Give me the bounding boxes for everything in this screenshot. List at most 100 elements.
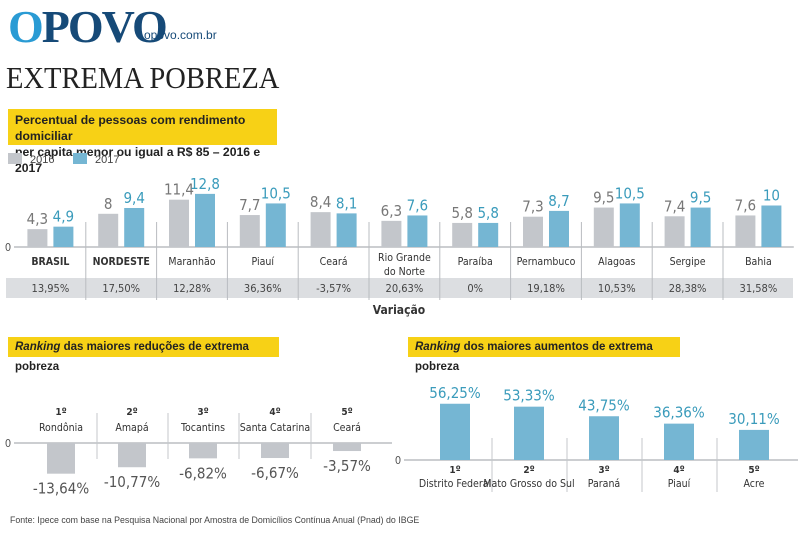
bar-increase	[589, 416, 619, 460]
rank-label: 5º	[748, 465, 759, 476]
rank-label: 5º	[341, 407, 352, 418]
category-label: Ceará	[333, 422, 361, 434]
reductions-title-italic: Ranking	[15, 341, 61, 353]
main-bar-chart: 0 4,3 4,9 BRASIL 13,95% 8 9,4 NORDESTE 17,50% 11,…	[5, 175, 794, 317]
category-label: Piauí	[252, 256, 275, 268]
data-label: -3,57%	[323, 457, 371, 475]
variation-value: 20,63%	[386, 282, 424, 295]
data-label-2016: 7,3	[522, 198, 543, 216]
variation-value: 13,95%	[32, 282, 70, 295]
bar-2017	[761, 205, 782, 247]
data-label: 30,11%	[728, 410, 780, 428]
data-label-2016: 8	[104, 195, 113, 213]
site-url: opovo.com.br	[144, 28, 217, 42]
legend-label-2017: 2017	[95, 154, 120, 166]
rank-label: 2º	[126, 407, 137, 418]
bar-increase	[514, 406, 544, 460]
data-label-2017: 10,5	[261, 184, 291, 202]
legend-item-2017: 2017	[73, 153, 119, 166]
category-label: Rondônia	[39, 422, 83, 434]
category-label: Alagoas	[598, 256, 635, 268]
category-label: Distrito Federal	[419, 478, 491, 490]
variation-value: -3,57%	[316, 282, 351, 295]
increases-title-rest: dos maiores aumentos de extrema pobreza	[415, 341, 653, 373]
category-label: BRASIL	[31, 256, 69, 268]
category-label: Pernambuco	[517, 256, 576, 268]
data-label: 43,75%	[578, 396, 630, 414]
variation-value: 12,28%	[173, 282, 211, 295]
logo-rest: POVO	[41, 1, 168, 52]
rank-label: 2º	[523, 465, 534, 476]
rank-label: 3º	[197, 407, 208, 418]
data-label-2017: 8,1	[336, 194, 357, 212]
logo-first-letter: O	[8, 1, 44, 52]
increases-bar-chart: 0 56,25% 1º Distrito Federal 53,33% 2º Mato Gr…	[395, 384, 798, 492]
data-label: 53,33%	[503, 387, 555, 405]
category-label: Acre	[744, 478, 765, 490]
bar-2017	[124, 207, 145, 247]
data-label-2017: 10,5	[615, 184, 645, 202]
bar-2017	[265, 203, 286, 247]
increases-title: Ranking dos maiores aumentos de extrema …	[408, 337, 680, 373]
legend-label-2016: 2016	[30, 154, 55, 166]
rank-label: 4º	[673, 465, 684, 476]
data-label-2017: 9,5	[690, 189, 711, 207]
bar-2017	[195, 193, 215, 247]
legend-item-2016: 2016	[8, 153, 54, 166]
category-label: Piauí	[668, 478, 691, 490]
rank-label: 3º	[598, 465, 609, 476]
bar-2016	[664, 216, 685, 247]
bar-increase	[664, 423, 694, 460]
rank-label: 1º	[55, 407, 66, 418]
bar-2017	[336, 213, 357, 247]
data-label-2016: 5,8	[451, 204, 472, 222]
category-label: do Norte	[384, 266, 425, 278]
bar-2016	[169, 199, 189, 247]
data-label-2016: 7,7	[239, 196, 260, 214]
bar-reduction	[261, 443, 289, 459]
data-label: -10,77%	[104, 473, 160, 491]
bar-2017	[549, 210, 569, 247]
bar-2016	[239, 215, 260, 247]
bar-2016	[98, 213, 119, 247]
category-label: Paraná	[588, 478, 620, 490]
data-label: 36,36%	[653, 404, 705, 422]
reductions-title: Ranking das maiores reduções de extrema …	[8, 337, 279, 373]
data-label-2017: 7,6	[407, 196, 428, 214]
page-title: EXTREMA POBREZA	[6, 60, 280, 95]
category-label: Rio Grande	[378, 252, 431, 264]
opovo-logo: OPOVO	[8, 1, 168, 52]
variation-value: 36,36%	[244, 282, 282, 295]
data-label-2017: 4,9	[53, 208, 74, 226]
y-tick-label-0: 0	[395, 454, 401, 467]
data-label-2017: 12,8	[190, 175, 220, 193]
category-label: NORDESTE	[93, 256, 150, 268]
category-label: Tocantins	[180, 422, 225, 434]
category-label: Amapá	[115, 422, 148, 434]
bar-reduction	[333, 443, 361, 452]
data-label-2016: 7,4	[664, 197, 685, 215]
variation-value: 19,18%	[527, 282, 565, 295]
bar-2017	[407, 215, 428, 247]
rank-label: 1º	[449, 465, 460, 476]
category-label: Maranhão	[168, 256, 215, 268]
bar-reduction	[189, 443, 217, 459]
category-label: Mato Grosso do Sul	[483, 478, 574, 490]
bar-2017	[478, 222, 499, 247]
bar-2017	[53, 226, 74, 247]
variation-title: Variação	[373, 303, 425, 317]
data-label-2016: 7,6	[735, 196, 756, 214]
data-label: -6,67%	[251, 464, 299, 482]
category-label: Paraíba	[458, 256, 493, 268]
variation-band	[6, 278, 793, 298]
legend-swatch-2017	[73, 153, 87, 164]
data-label-2017: 10	[763, 187, 780, 205]
data-label-2016: 9,5	[593, 189, 614, 207]
variation-value: 31,58%	[740, 282, 778, 295]
bar-2016	[523, 216, 543, 247]
reductions-title-rest: das maiores reduções de extrema pobreza	[15, 341, 249, 373]
legend-swatch-2016	[8, 153, 22, 164]
bar-2016	[27, 229, 48, 247]
source-note: Fonte: Ipece com base na Pesquisa Nacion…	[10, 515, 420, 525]
bar-2016	[735, 215, 756, 247]
